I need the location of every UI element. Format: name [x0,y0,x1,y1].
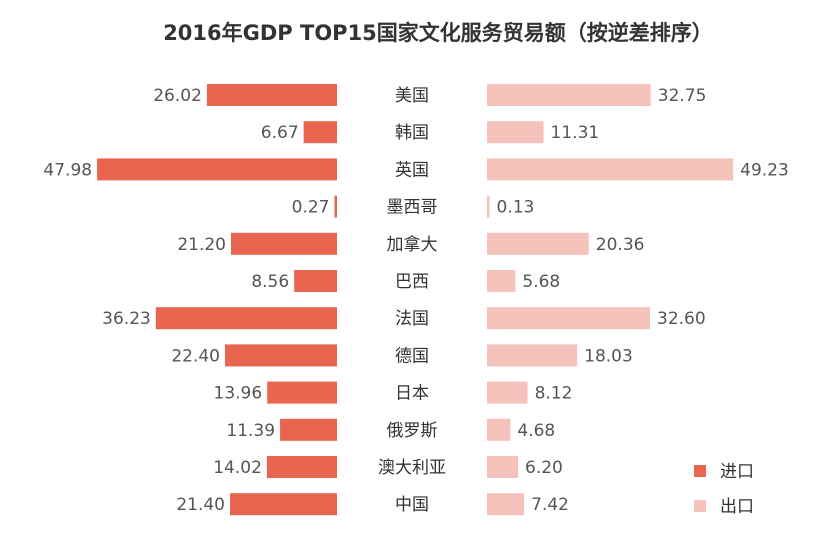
export-value-label: 32.60 [657,309,706,329]
export-bar [487,84,651,106]
import-value-label: 6.67 [261,123,299,143]
export-bar [487,344,578,367]
import-value-label: 14.02 [213,458,262,478]
category-label: 美国 [395,86,429,106]
import-bar [97,158,337,181]
export-value-label: 6.20 [525,458,563,478]
category-label: 加拿大 [387,234,438,255]
export-value-label: 11.31 [551,123,600,143]
category-label: 英国 [395,160,429,180]
export-bar [487,270,516,292]
export-value-label: 4.68 [517,421,555,441]
import-value-label: 13.96 [214,384,263,404]
legend-export-swatch [694,500,706,512]
export-value-label: 8.12 [535,384,573,404]
export-value-label: 49.23 [740,160,789,180]
import-value-label: 21.40 [176,495,225,515]
import-bar [267,381,337,404]
import-value-label: 47.98 [43,160,92,180]
category-label: 墨西哥 [387,198,438,218]
import-value-label: 8.56 [251,272,289,292]
export-bar [487,195,490,218]
import-bar [266,456,337,478]
export-value-label: 0.13 [497,198,535,218]
import-bar [155,307,337,330]
category-label: 中国 [395,495,429,515]
import-bar [280,418,337,441]
category-label: 澳大利亚 [378,458,446,478]
import-value-label: 0.27 [292,198,330,218]
import-bar [334,195,337,218]
bars-group: 26.02 美国 32.75 6.67 韩国 11.31 47.98 英国 49.23 0.27 墨… [43,84,789,516]
import-value-label: 36.23 [102,309,151,329]
category-label: 巴西 [395,272,429,292]
export-bar [487,493,525,516]
import-bar [230,493,337,516]
category-label: 日本 [395,384,429,404]
import-bar [225,344,337,367]
category-label: 韩国 [395,123,429,143]
export-bar [487,307,650,330]
export-bar [487,456,518,478]
category-label: 德国 [395,346,429,366]
import-bar [294,270,337,292]
export-bar [487,232,589,255]
import-bar [303,121,337,144]
export-value-label: 20.36 [596,235,645,255]
export-bar [487,381,528,404]
import-value-label: 11.39 [226,421,275,441]
category-label: 法国 [395,309,429,329]
export-value-label: 18.03 [584,346,633,366]
legend-import-label: 进口 [720,462,754,482]
import-value-label: 21.20 [177,235,226,255]
import-bar [206,84,337,106]
import-value-label: 26.02 [153,86,202,106]
category-label: 俄罗斯 [387,421,438,441]
legend-import-swatch [694,465,706,477]
export-bar [487,418,511,441]
legend-export-label: 出口 [720,497,754,517]
export-bar [487,158,734,181]
import-value-label: 22.40 [171,346,220,366]
export-value-label: 5.68 [522,272,560,292]
export-bar [487,121,544,144]
chart-title: 2016年GDP TOP15国家文化服务贸易额（按逆差排序） [163,21,713,45]
import-bar [231,232,337,255]
export-value-label: 7.42 [531,495,569,515]
export-value-label: 32.75 [658,86,707,106]
